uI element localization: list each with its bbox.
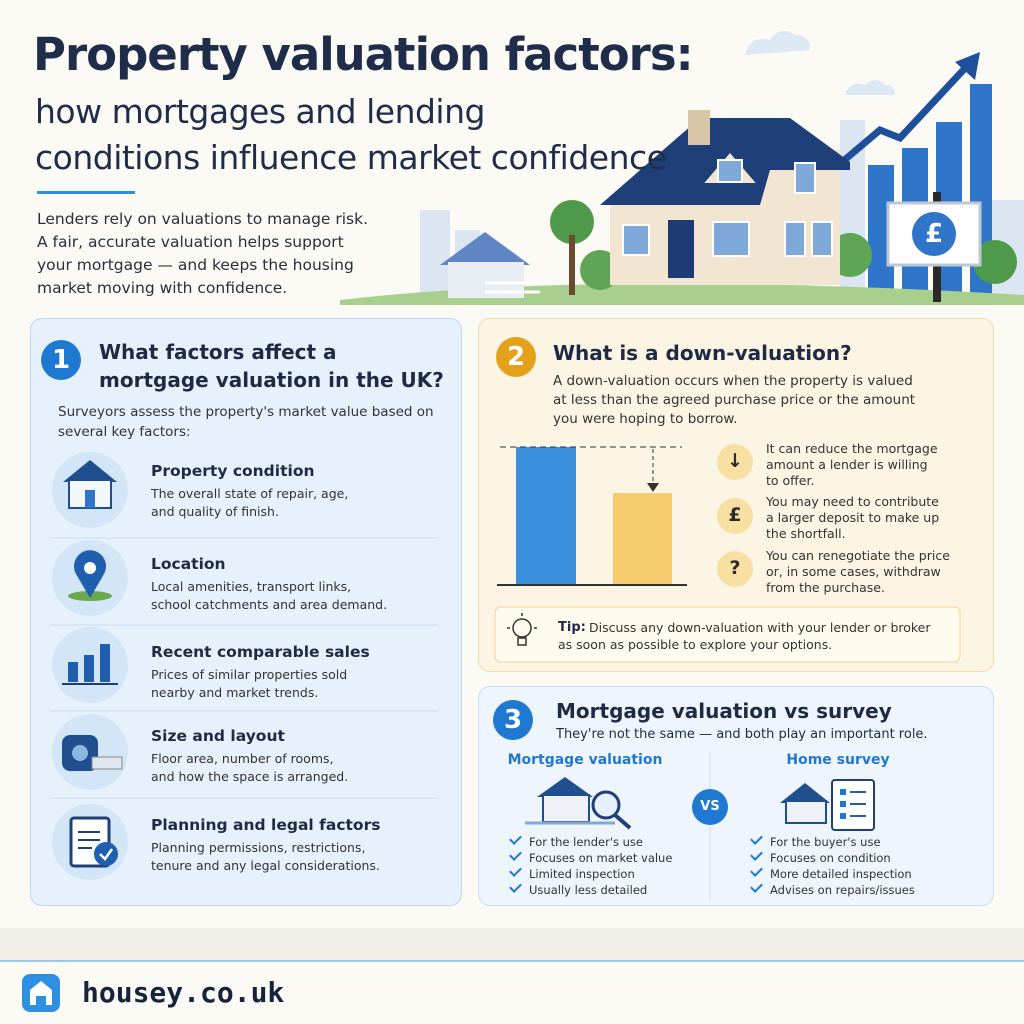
section-subtitle: They're not the same — and both play an … [556,727,928,742]
column-item: Limited inspection [529,867,635,881]
point-icon: £ [728,504,742,526]
intro-line: your mortgage — and keeps the housing [37,256,354,274]
point-text: amount a lender is willing [766,457,928,472]
tip-text: Discuss any down-valuation with your len… [589,620,931,635]
factor-title: Planning and legal factors [151,816,381,834]
footer-band [0,928,1024,960]
factor-title: Size and layout [151,727,285,745]
factor-title: Property condition [151,462,315,480]
point-text: from the purchase. [766,580,885,595]
section-intro: A down-valuation occurs when the propert… [553,373,913,389]
point-text: You may need to contribute [766,494,939,509]
intro-line: A fair, accurate valuation helps support [37,233,344,251]
column-item: For the buyer's use [770,835,881,849]
column-item: Usually less detailed [529,883,648,897]
point-text: or, in some cases, withdraw [766,564,941,579]
section-intro: you were hoping to borrow. [553,411,738,427]
factor-icons [50,452,438,880]
intro-line: market moving with confidence. [37,279,288,297]
hero-illustration [340,31,1024,305]
factor-description: Prices of similar properties sold [151,667,348,682]
section-title: mortgage valuation in the UK? [99,368,444,392]
section-intro: Surveyors assess the property's market v… [58,404,434,420]
section-intro: several key factors: [58,424,191,440]
subtitle-line: how mortgages and lending [35,92,485,131]
point-text: You can renegotiate the price [766,548,950,563]
factor-description: The overall state of repair, age, [151,486,349,501]
column-title: Home survey [786,752,890,768]
footer-logo [22,974,60,1012]
section-title: Mortgage valuation vs survey [556,699,892,723]
column-item: More detailed inspection [770,867,912,881]
comparison-icons [525,752,875,900]
factor-title: Recent comparable sales [151,643,370,661]
sign-symbol: £ [924,219,944,249]
intro-line: Lenders rely on valuations to manage ris… [37,210,369,228]
factor-description: Planning permissions, restrictions, [151,840,366,855]
title-rule [37,191,135,194]
section-intro: at less than the agreed purchase price o… [553,392,916,408]
point-text: a larger deposit to make up [766,510,940,525]
column-item: Focuses on market value [529,851,673,865]
section-title: What factors affect a [99,340,337,364]
tip-text: as soon as possible to explore your opti… [558,637,833,652]
factor-description: and how the space is arranged. [151,769,349,784]
column-item: Focuses on condition [770,851,891,865]
section-number: 3 [493,700,533,740]
point-icon: ↓ [727,450,743,472]
down-valuation-illustration [494,444,961,663]
title: Property valuation factors: [33,28,694,81]
factor-description: school catchments and area demand. [151,597,388,612]
point-text: to offer. [766,473,815,488]
tip-label: Tip: [558,620,586,635]
subtitle-line: conditions influence market confidence [35,138,667,177]
factor-description: tenure and any legal considerations. [151,858,380,873]
factor-title: Location [151,555,226,573]
point-text: the shortfall. [766,526,846,541]
section-number: 2 [496,337,536,377]
column-item: Advises on repairs/issues [770,883,915,897]
section-title: What is a down-valuation? [553,341,852,365]
factor-description: and quality of finish. [151,504,279,519]
point-icon: ? [729,557,741,579]
column-title: Mortgage valuation [507,752,663,768]
factor-description: Floor area, number of rooms, [151,751,334,766]
column-item: For the lender's use [529,835,643,849]
footer-brand: housey.co.uk [82,976,285,1009]
section-number: 1 [41,340,81,380]
factor-description: Local amenities, transport links, [151,579,352,594]
factor-description: nearby and market trends. [151,685,319,700]
point-text: It can reduce the mortgage [766,441,938,456]
vs-label: VS [700,799,720,814]
footer-rule [0,960,1024,962]
